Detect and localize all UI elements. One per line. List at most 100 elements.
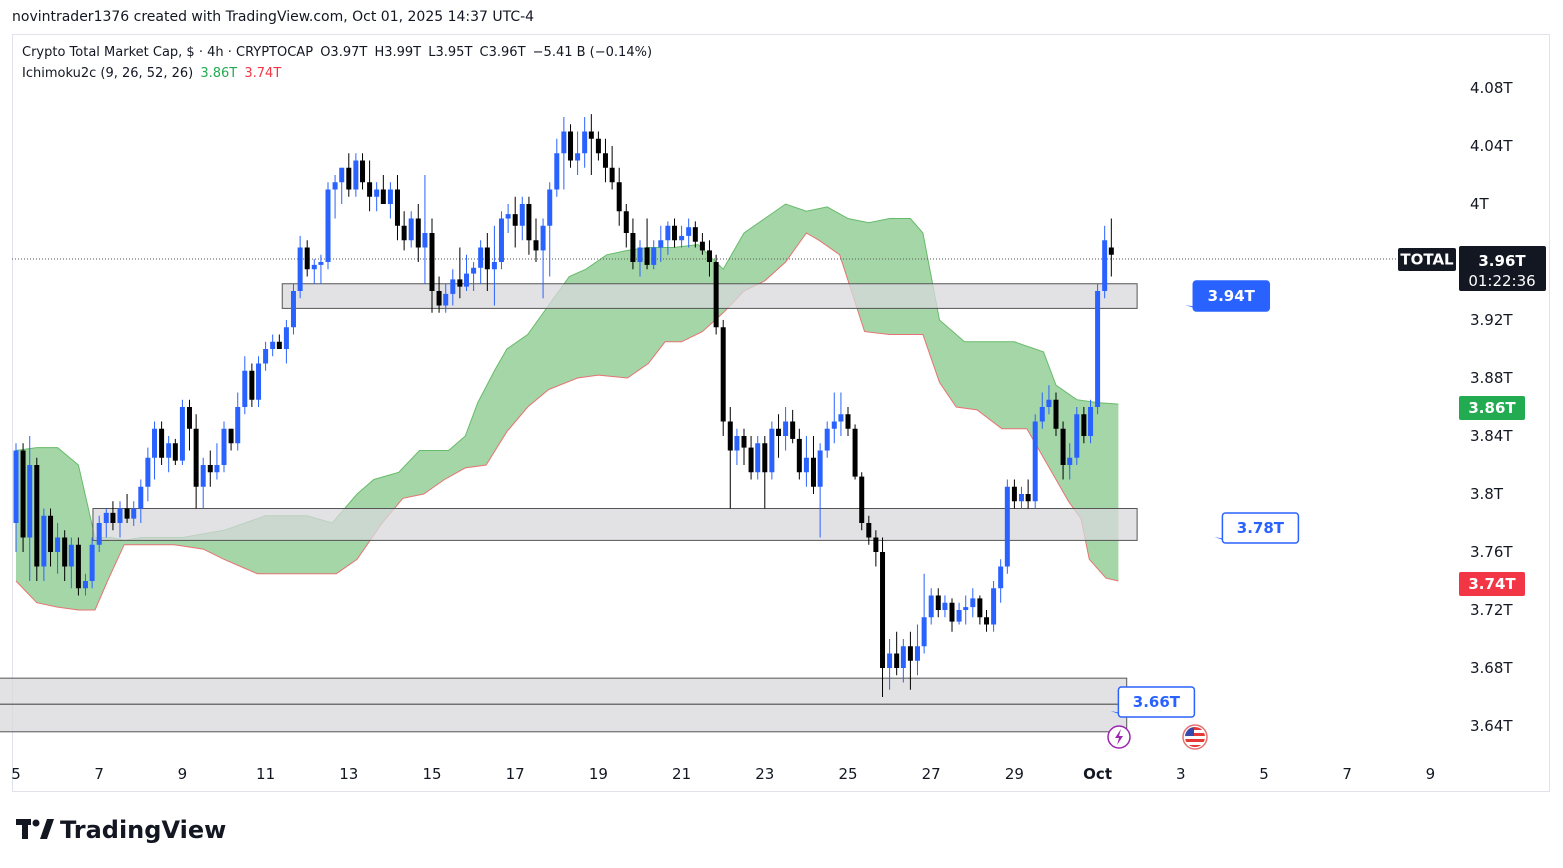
candle bbox=[803, 436, 809, 487]
callout-label: 3.66T bbox=[1133, 693, 1181, 711]
candle bbox=[214, 443, 220, 480]
candle bbox=[956, 602, 962, 625]
candle-body bbox=[803, 457, 809, 473]
candle-body bbox=[720, 327, 726, 422]
candle-body bbox=[179, 407, 185, 461]
candle-body bbox=[62, 537, 68, 567]
candle bbox=[776, 414, 782, 458]
y-tick-label: 3.88T bbox=[1470, 369, 1513, 387]
candle-body bbox=[346, 167, 352, 190]
candle-body bbox=[1032, 421, 1038, 502]
candle bbox=[595, 131, 601, 161]
candle bbox=[977, 595, 983, 625]
candle-body bbox=[942, 602, 948, 610]
candle bbox=[478, 240, 484, 284]
candle bbox=[353, 153, 359, 197]
candle-body bbox=[1046, 399, 1052, 407]
candles bbox=[13, 114, 1114, 697]
candle-body bbox=[505, 214, 511, 219]
candle bbox=[602, 138, 608, 183]
candle bbox=[166, 436, 172, 473]
candle bbox=[242, 356, 248, 415]
candle-body bbox=[55, 537, 61, 552]
candle bbox=[124, 494, 130, 523]
candle bbox=[609, 146, 615, 190]
x-tick-label: 23 bbox=[755, 765, 774, 783]
candle bbox=[686, 218, 692, 248]
lightning-icon[interactable] bbox=[1107, 725, 1131, 749]
y-axis: 4.08T 4.04T 4T 3.92T 3.88T 3.84T 3.8T 3.76T 3.72… bbox=[1470, 79, 1513, 735]
candle bbox=[117, 501, 123, 538]
candle bbox=[394, 175, 400, 241]
candle bbox=[1046, 385, 1052, 415]
candle-body bbox=[270, 341, 276, 349]
candle bbox=[131, 501, 137, 526]
candle bbox=[263, 341, 269, 371]
candle bbox=[1018, 486, 1024, 509]
candle-body bbox=[873, 537, 879, 552]
candle-body bbox=[166, 443, 172, 458]
candle-body bbox=[318, 262, 324, 265]
candle-body bbox=[422, 233, 428, 248]
candle-body bbox=[228, 428, 234, 444]
candle-body bbox=[13, 450, 19, 523]
candle-body bbox=[41, 515, 47, 567]
candle bbox=[519, 196, 525, 241]
candle-body bbox=[436, 291, 442, 306]
candle bbox=[672, 218, 678, 248]
candle bbox=[249, 363, 255, 407]
candle bbox=[179, 399, 185, 465]
us-flag-icon[interactable] bbox=[1182, 724, 1208, 750]
candle bbox=[900, 639, 906, 683]
candle bbox=[769, 421, 775, 480]
candle bbox=[276, 334, 282, 349]
indicator-legend[interactable]: Ichimoku2c (9, 26, 52, 26) 3.86T 3.74T bbox=[22, 66, 284, 81]
candle bbox=[401, 211, 407, 251]
candle-body bbox=[762, 443, 768, 473]
candle-body bbox=[984, 617, 990, 625]
event-icons bbox=[1107, 724, 1208, 750]
x-tick-label: 5 bbox=[11, 765, 21, 783]
candle bbox=[325, 182, 331, 270]
candle bbox=[824, 421, 830, 458]
candle-body bbox=[568, 131, 574, 161]
tradingview-logo[interactable]: TradingView bbox=[16, 816, 226, 844]
y-tick-label: 3.8T bbox=[1470, 485, 1504, 503]
candle-body bbox=[852, 428, 858, 477]
candle-body bbox=[970, 598, 976, 608]
candle bbox=[665, 221, 671, 255]
candle bbox=[186, 399, 192, 451]
candle-body bbox=[658, 240, 664, 248]
y-tick-label: 4T bbox=[1470, 195, 1490, 213]
candle-body bbox=[450, 279, 456, 294]
candle bbox=[762, 436, 768, 509]
candle-body bbox=[96, 523, 102, 545]
candle bbox=[1095, 283, 1101, 415]
candle-body bbox=[491, 262, 497, 270]
candle-body bbox=[554, 153, 560, 190]
candle-body bbox=[124, 508, 130, 519]
x-tick-label: 13 bbox=[339, 765, 358, 783]
candle bbox=[554, 138, 560, 197]
candle-body bbox=[75, 544, 81, 589]
candle bbox=[290, 283, 296, 335]
candle bbox=[866, 515, 872, 545]
last-price-tag-bg bbox=[1459, 246, 1546, 291]
candle bbox=[1088, 399, 1094, 444]
candle-body bbox=[471, 267, 477, 274]
candle bbox=[304, 240, 310, 277]
candle bbox=[873, 530, 879, 567]
candle bbox=[928, 588, 934, 625]
candle-body bbox=[1053, 399, 1059, 429]
candle-body bbox=[1102, 240, 1108, 291]
candle bbox=[644, 218, 650, 270]
candle bbox=[332, 175, 338, 219]
candle-body bbox=[533, 240, 539, 251]
x-tick-label: 27 bbox=[922, 765, 941, 783]
candle-body bbox=[34, 465, 40, 567]
candle bbox=[374, 182, 380, 212]
candle-body bbox=[145, 457, 151, 487]
candle-body bbox=[367, 182, 373, 197]
candle-body bbox=[484, 247, 490, 270]
